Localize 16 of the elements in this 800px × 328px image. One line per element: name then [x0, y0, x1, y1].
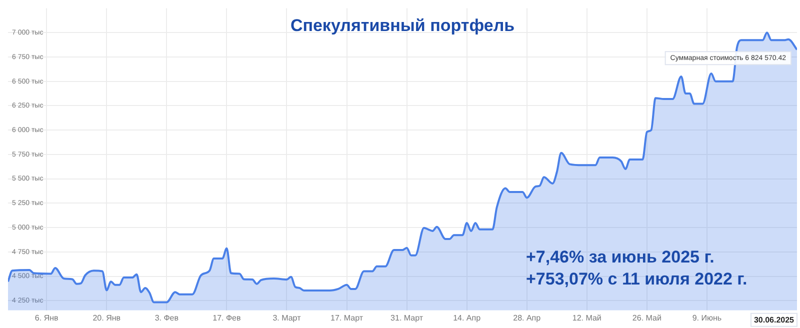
x-tick-label: 14. Апр [453, 313, 482, 322]
x-tick-label: 3. Март [272, 313, 302, 322]
x-tick-label: 17. Фев [212, 313, 241, 322]
x-tick-label: 12. Май [572, 313, 602, 322]
annotation: +7,46% за июнь 2025 г. [526, 248, 714, 267]
x-tick-label: 6. Янв [34, 313, 58, 322]
text: Спекулятивный портфель [290, 16, 515, 35]
x-tick-label: 3. Фев [154, 313, 178, 322]
x-tick-label: 20. Янв [92, 313, 121, 322]
x-tick-label: 26. Май [632, 313, 662, 322]
text: 30.06.2025 [754, 316, 795, 325]
x-tick-label: 31. Март [390, 313, 424, 322]
x-tick-label: 17. Март [330, 313, 364, 322]
x-tick-label: 9. Июнь [692, 313, 722, 322]
x-tick-label: 28. Апр [513, 313, 542, 322]
annotation: +753,07% с 11 июля 2022 г. [526, 270, 748, 289]
